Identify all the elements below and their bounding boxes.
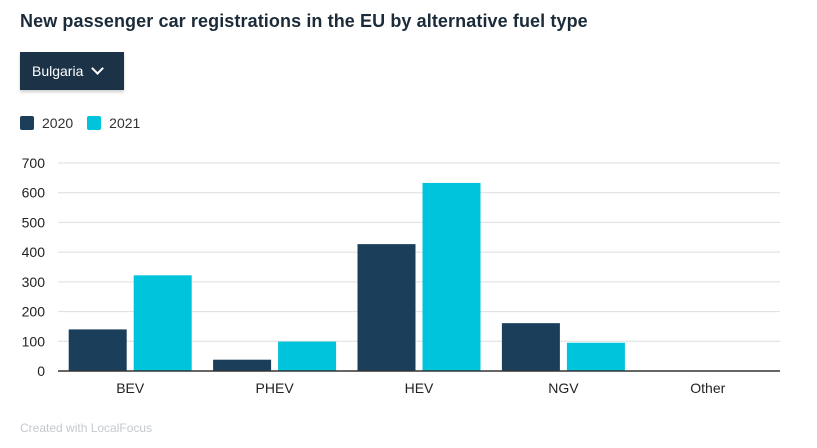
y-tick-label-0: 0 <box>37 363 45 379</box>
legend-item-2020: 2020 <box>20 115 73 131</box>
bar-ngv-2020 <box>501 323 560 371</box>
bar-bev-2021 <box>133 275 192 371</box>
country-dropdown[interactable]: Bulgaria <box>20 52 124 90</box>
legend-swatch-2021 <box>87 116 102 130</box>
x-tick-label-hev: HEV <box>405 380 434 396</box>
y-tick-label-200: 200 <box>22 304 46 320</box>
x-tick-label-bev: BEV <box>116 380 145 396</box>
legend-label-2020: 2020 <box>42 115 74 131</box>
y-tick-label-500: 500 <box>22 214 46 230</box>
y-tick-label-700: 700 <box>22 155 46 171</box>
y-tick-label-600: 600 <box>22 185 46 201</box>
x-tick-label-phev: PHEV <box>256 380 295 396</box>
bar-hev-2020 <box>357 244 416 371</box>
legend-swatch-2020 <box>20 116 34 130</box>
y-tick-label-400: 400 <box>22 244 46 260</box>
chart-title: New passenger car registrations in the E… <box>20 11 588 31</box>
bar-phev-2021 <box>278 341 337 371</box>
x-tick-label-other: Other <box>690 380 725 396</box>
bar-ngv-2021 <box>566 342 625 371</box>
footer-credit: Created with LocalFocus <box>20 421 153 435</box>
bar-hev-2021 <box>422 182 481 371</box>
legend: 2020 2021 <box>20 115 154 131</box>
bar-bev-2020 <box>68 329 127 371</box>
x-tick-label-ngv: NGV <box>548 380 579 396</box>
y-tick-label-100: 100 <box>22 333 46 349</box>
bar-phev-2020 <box>213 359 272 371</box>
dropdown-selected-label: Bulgaria <box>32 63 84 79</box>
legend-item-2021: 2021 <box>87 115 140 131</box>
y-tick-label-300: 300 <box>22 274 46 290</box>
legend-label-2021: 2021 <box>109 115 141 131</box>
